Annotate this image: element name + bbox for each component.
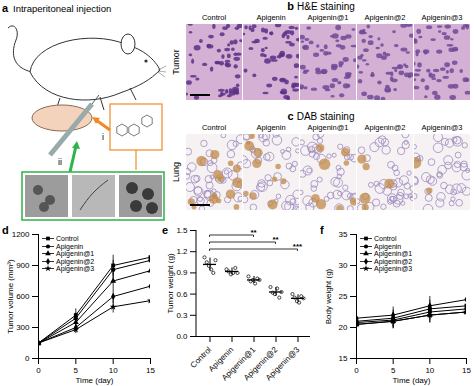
svg-text:Apigenin@3: Apigenin@3 [422,123,463,132]
svg-text:Apigenin@3: Apigenin@3 [422,13,463,22]
html-text:Apigenin@2: Apigenin@2 [56,257,95,265]
svg-text:25: 25 [339,292,348,301]
svg-text:15: 15 [339,354,348,363]
html-text:Apigenin@1: Apigenin@1 [56,250,95,257]
svg-text:0.0: 0.0 [176,332,188,341]
svg-text:10: 10 [425,366,434,375]
html-text:Control: Control [56,235,79,242]
svg-text:ii: ii [58,157,62,167]
svg-text:i: i [102,132,104,142]
svg-text:30: 30 [339,261,348,270]
svg-text:Apigenin: Apigenin [256,123,285,132]
svg-text:Tumor volume (mm³): Tumor volume (mm³) [6,259,15,334]
svg-text:Tumor weight (g): Tumor weight (g) [166,253,175,314]
svg-text:Tumor: Tumor [171,49,181,75]
svg-text:Apigenin@1: Apigenin@1 [308,123,349,132]
svg-text:Apigenin@3: Apigenin@3 [264,345,302,383]
svg-text:Lung: Lung [171,162,181,182]
svg-text:Apigenin: Apigenin [256,13,285,22]
svg-text:300: 300 [16,323,30,332]
svg-text:a: a [2,2,9,14]
html-text:Apigenin: Apigenin [56,242,84,250]
html-text:Control: Control [374,235,397,242]
html-text:d: d [2,224,9,236]
svg-text:**: ** [250,228,257,237]
svg-text:Time (day): Time (day) [76,376,114,385]
svg-text:Control: Control [202,123,227,132]
svg-text:35: 35 [339,230,348,239]
svg-text:0: 0 [25,354,30,363]
svg-text:5: 5 [391,366,396,375]
svg-text:b H&E staining: b H&E staining [287,0,355,12]
svg-text:***: *** [293,242,303,251]
svg-text:600: 600 [16,292,30,301]
svg-text:Intraperitoneal injection: Intraperitoneal injection [13,3,111,14]
svg-text:0.3: 0.3 [176,311,188,320]
html-text:Apigenin@3: Apigenin@3 [56,265,95,272]
svg-text:Apigenin@2: Apigenin@2 [241,345,280,383]
svg-text:1200: 1200 [12,230,30,239]
svg-text:Body weight (g): Body weight (g) [324,268,333,324]
svg-text:Control: Control [202,13,227,22]
svg-text:c DAB staining: c DAB staining [288,110,355,122]
svg-text:900: 900 [16,261,30,270]
svg-text:Time (day): Time (day) [393,376,431,385]
html-text:Apigenin: Apigenin [374,242,402,250]
svg-text:5: 5 [74,366,79,375]
svg-text:Apigenin@1: Apigenin@1 [219,345,258,383]
svg-text:0: 0 [354,366,359,375]
html-text:f: f [320,224,324,236]
svg-text:Apigenin@2: Apigenin@2 [365,13,406,22]
html-text:Apigenin@2: Apigenin@2 [374,257,413,265]
svg-text:0.6: 0.6 [176,290,188,299]
html-text:Apigenin@1: Apigenin@1 [374,250,413,257]
svg-text:15: 15 [146,366,155,375]
svg-text:Apigenin@1: Apigenin@1 [308,13,349,22]
svg-text:1.2: 1.2 [176,247,188,256]
html-text:Apigenin@3: Apigenin@3 [374,265,413,272]
svg-text:Apigenin: Apigenin [206,345,236,374]
svg-text:20: 20 [339,323,348,332]
svg-text:15: 15 [462,366,471,375]
svg-text:**: ** [272,235,279,244]
svg-text:1.5: 1.5 [176,226,188,235]
svg-text:0.9: 0.9 [176,268,188,277]
html-text:e: e [162,224,169,236]
svg-text:Apigenin@2: Apigenin@2 [365,123,406,132]
svg-text:0: 0 [36,366,41,375]
svg-text:Control: Control [188,345,214,370]
svg-text:10: 10 [109,366,118,375]
